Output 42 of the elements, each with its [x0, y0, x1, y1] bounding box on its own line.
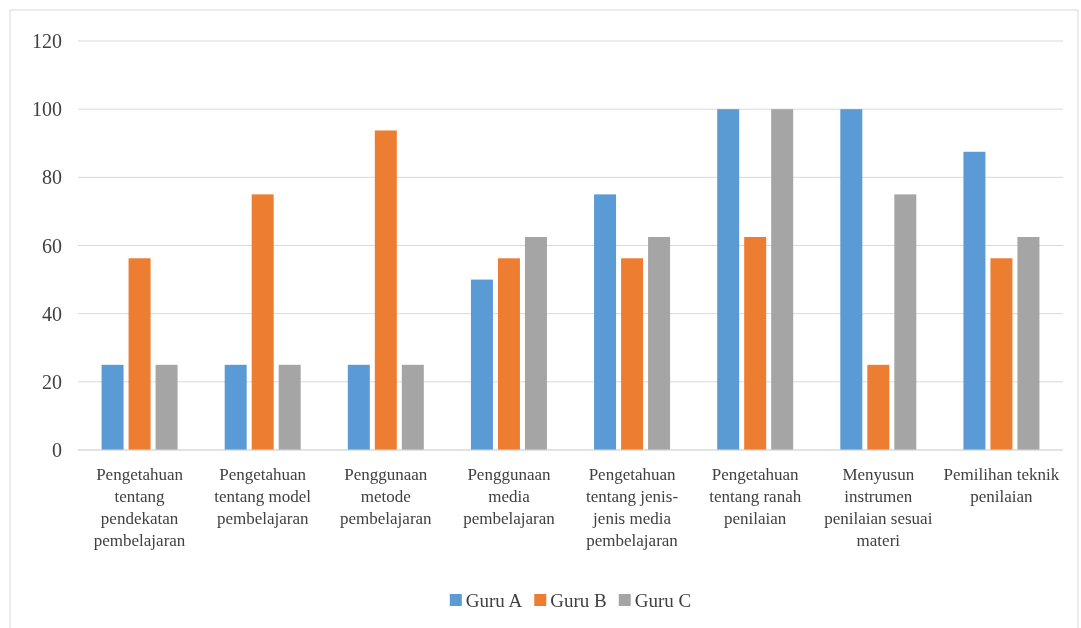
y-tick-label: 80 [42, 166, 62, 189]
x-tick-label: Pengetahuan tentang jenis-jenis media pembelajaran [586, 465, 679, 550]
legend-label: Guru A [465, 589, 523, 611]
x-tick-label: Pengetahuan tentang pendekatan pembelajaran [93, 465, 186, 550]
bar [717, 109, 740, 450]
bar [594, 194, 617, 450]
y-tick-label: 20 [42, 370, 62, 393]
bar [771, 109, 794, 450]
bar [524, 236, 547, 450]
x-tick-label: Menyusun instrumen penilaian sesuai materi [824, 465, 933, 550]
bar [1017, 236, 1040, 450]
x-tick-label: Penggunaan media pembelajaran [463, 465, 556, 528]
y-tick-label: 120 [32, 30, 62, 52]
bar [894, 194, 917, 450]
x-tick-label: Pengetahuan tentang model pembelajaran [214, 465, 312, 528]
bar [401, 364, 424, 450]
bar [621, 258, 644, 450]
y-tick-label: 60 [42, 234, 62, 257]
x-tick-label: Penggunaan metode pembelajaran [340, 465, 433, 528]
bar [840, 109, 863, 450]
bar [470, 279, 493, 450]
bar [251, 194, 274, 450]
bar [101, 364, 124, 450]
bar [744, 236, 767, 450]
bar [374, 130, 397, 450]
bar [128, 258, 151, 450]
bar [155, 364, 178, 450]
y-tick-label: 40 [42, 302, 62, 325]
legend-label: Guru C [634, 589, 692, 611]
bar [963, 151, 986, 450]
y-tick-label: 0 [52, 439, 62, 461]
bar [347, 364, 370, 450]
bar [867, 364, 890, 450]
x-tick-label: Pengetahuan tentang ranah penilaian [709, 465, 802, 528]
bar [648, 236, 671, 450]
y-tick-label: 100 [32, 98, 62, 121]
x-tick-label: Pemilihan teknik penilaian [943, 465, 1060, 506]
bar [224, 364, 247, 450]
bar [278, 364, 301, 450]
bar [497, 258, 520, 450]
bar [990, 258, 1013, 450]
legend-label: Guru B [550, 589, 607, 611]
